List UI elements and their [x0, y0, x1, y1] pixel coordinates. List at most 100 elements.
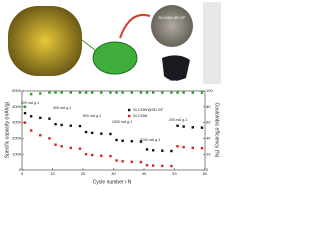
- point: [151, 91, 155, 94]
- point: [100, 91, 103, 94]
- y2-tick-label: 40: [206, 135, 211, 140]
- point: [170, 149, 173, 153]
- point: [121, 139, 124, 142]
- point: [78, 147, 82, 150]
- point: [176, 91, 179, 94]
- point: [54, 122, 57, 126]
- annotation: 200 mA g-1: [20, 101, 39, 105]
- legend-swatch: [128, 114, 131, 118]
- point: [161, 149, 164, 152]
- y-tick-label: 3000: [12, 120, 22, 125]
- point: [145, 164, 149, 167]
- sem-image: [8, 6, 82, 76]
- point: [191, 146, 194, 150]
- y2-tick-label: 60: [206, 120, 211, 125]
- point: [54, 143, 57, 146]
- point: [139, 91, 143, 94]
- point: [109, 132, 112, 136]
- point: [151, 149, 155, 152]
- annotation: 400 mA g-1: [53, 106, 71, 110]
- legend-swatch: [128, 108, 131, 112]
- point: [78, 124, 82, 128]
- point: [176, 145, 179, 148]
- point: [109, 91, 112, 94]
- point: [60, 145, 63, 148]
- y2-tick-label: 0: [206, 167, 209, 172]
- point: [39, 116, 42, 120]
- point: [69, 146, 72, 150]
- annotation: 3200 mA g-1: [140, 138, 160, 142]
- annotation: 800 mA g-1: [83, 114, 101, 118]
- point: [90, 153, 94, 157]
- y-axis-label: Specific capacity (mAh/g): [4, 101, 10, 158]
- x-tick-label: 10: [50, 171, 55, 176]
- annotation: 200 mA g-1: [168, 118, 187, 122]
- legend-label: Si-CNW@3D GF: [133, 107, 164, 112]
- point: [78, 91, 82, 94]
- point: [48, 91, 51, 94]
- point: [115, 138, 118, 142]
- foam-model: [92, 41, 138, 75]
- point: [115, 91, 118, 94]
- legend-label: Si-CNW: [133, 113, 148, 118]
- point: [69, 91, 72, 94]
- foam-label: 3D GF: [169, 77, 181, 82]
- point: [170, 91, 173, 94]
- figure: Si-CNW-3D GF 3D GF Cycle number / N Spec…: [4, 2, 221, 185]
- y2-axis-label: Coulombic efficiency (%): [214, 103, 220, 158]
- x-axis-label: Cycle number / N: [93, 179, 132, 185]
- point: [170, 164, 173, 168]
- point: [145, 148, 149, 151]
- x-tick-label: 50: [172, 171, 177, 176]
- x-tick-label: 20: [81, 171, 86, 176]
- point: [182, 145, 185, 149]
- x-tick-label: 60: [203, 171, 208, 176]
- point: [84, 130, 88, 134]
- point: [139, 160, 143, 164]
- point: [23, 121, 27, 124]
- ruler: [203, 2, 221, 84]
- point: [176, 124, 179, 127]
- arrow: [119, 14, 151, 39]
- point: [90, 91, 94, 94]
- point: [39, 134, 42, 137]
- point: [29, 129, 33, 132]
- point: [139, 140, 143, 143]
- photo-label: Si-CNW-3D GF: [158, 15, 186, 20]
- point: [100, 154, 103, 157]
- point: [48, 117, 51, 120]
- y2-tick-label: 20: [206, 151, 211, 156]
- point: [191, 91, 194, 94]
- point: [23, 111, 27, 115]
- point: [191, 126, 194, 129]
- photo: [151, 5, 193, 47]
- point: [182, 125, 185, 128]
- x-tick-label: 40: [142, 171, 147, 176]
- point: [130, 160, 133, 163]
- point: [130, 91, 133, 94]
- point: [69, 124, 72, 127]
- point: [60, 123, 63, 127]
- page: {"illustration": {"photo_label": "Si-CNW…: [4, 2, 221, 186]
- annotation: 1600 mA g-1: [112, 120, 132, 124]
- point: [90, 131, 94, 135]
- y-tick-label: 1000: [12, 151, 22, 156]
- plot-frame: [21, 90, 206, 171]
- point: [48, 137, 51, 140]
- y-tick-label: 2000: [12, 135, 22, 140]
- point: [182, 91, 185, 94]
- y2-tick-label: 100: [206, 88, 213, 93]
- point: [145, 91, 149, 94]
- point: [54, 91, 57, 94]
- point: [121, 91, 124, 94]
- y2-tick-label: 80: [206, 104, 211, 109]
- point: [29, 115, 33, 118]
- point: [151, 164, 155, 167]
- point: [60, 91, 63, 94]
- point: [39, 92, 42, 95]
- point: [100, 132, 103, 135]
- zoom-line: [81, 39, 96, 51]
- point: [29, 92, 33, 96]
- foam-photo: [162, 55, 190, 81]
- point: [130, 140, 133, 143]
